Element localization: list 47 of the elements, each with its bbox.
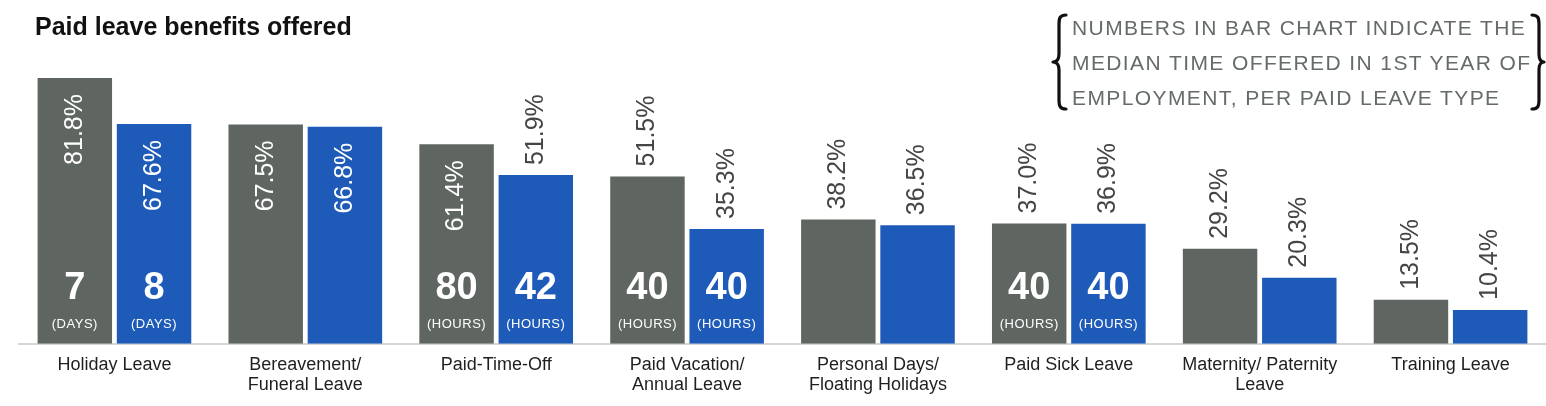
bar (116, 124, 192, 344)
x-tick-label: Holiday Leave (57, 353, 172, 374)
data-label: 67.5% (249, 140, 278, 212)
bar (37, 78, 113, 344)
annotation: 80 (HOURS) (427, 265, 487, 332)
bar (498, 175, 574, 344)
annotation: 7 (DAYS) (51, 265, 98, 332)
annotation: 8 (DAYS) (130, 265, 178, 332)
bar (1182, 248, 1258, 344)
bar (307, 126, 383, 344)
data-label: 29.2% (1203, 167, 1232, 239)
x-tick-label: Paid Vacation/ Annual Leave (629, 353, 745, 394)
data-label: 66.8% (328, 142, 357, 214)
data-label: 51.5% (631, 95, 660, 167)
bar (880, 225, 955, 344)
data-label: 36.5% (901, 144, 930, 216)
chart-title: Paid leave benefits offered (35, 11, 352, 42)
annotation: 40 (HOURS) (1078, 265, 1138, 332)
data-label: 35.3% (710, 148, 739, 220)
x-tick-label: Training Leave (1391, 353, 1510, 374)
bar (1452, 309, 1528, 344)
annotation: 40 (HOURS) (617, 265, 678, 332)
data-label: 67.6% (137, 140, 166, 212)
data-label: 20.3% (1283, 196, 1312, 268)
bar (1373, 299, 1449, 344)
data-label: 81.8% (58, 94, 87, 165)
annotation: NUMBERS IN BAR CHART INDICATE THE MEDIAN TIME OFFERED IN 1ST YEAR OF EMPLOYMENT, PER PAID LEAVE TYPE (1072, 15, 1533, 111)
x-tick-label: Personal Days/ Floating Holidays (808, 353, 947, 394)
annotation: 42 (HOURS) (506, 265, 566, 332)
data-label: 10.4% (1474, 229, 1503, 300)
data-label: 51.9% (519, 94, 548, 166)
x-tick-label: Paid Sick Leave (1004, 353, 1134, 374)
bar (801, 219, 876, 344)
data-label: 37.0% (1013, 142, 1042, 214)
x-tick-label: Paid-Time-Off (440, 353, 553, 374)
bar (610, 176, 685, 344)
x-tick-label: Bereavement/ Funeral Leave (247, 353, 363, 394)
bar (228, 124, 303, 344)
data-label: 13.5% (1394, 218, 1423, 290)
data-label: 36.9% (1092, 142, 1121, 214)
annotation: 40 (HOURS) (999, 265, 1059, 332)
data-label: 61.4% (440, 160, 469, 232)
data-label: 38.2% (822, 138, 851, 210)
x-tick-label: Maternity/ Paternity Leave (1182, 353, 1338, 394)
annotation: 40 (HOURS) (697, 265, 757, 332)
bar (1262, 277, 1337, 344)
bar (419, 144, 494, 344)
